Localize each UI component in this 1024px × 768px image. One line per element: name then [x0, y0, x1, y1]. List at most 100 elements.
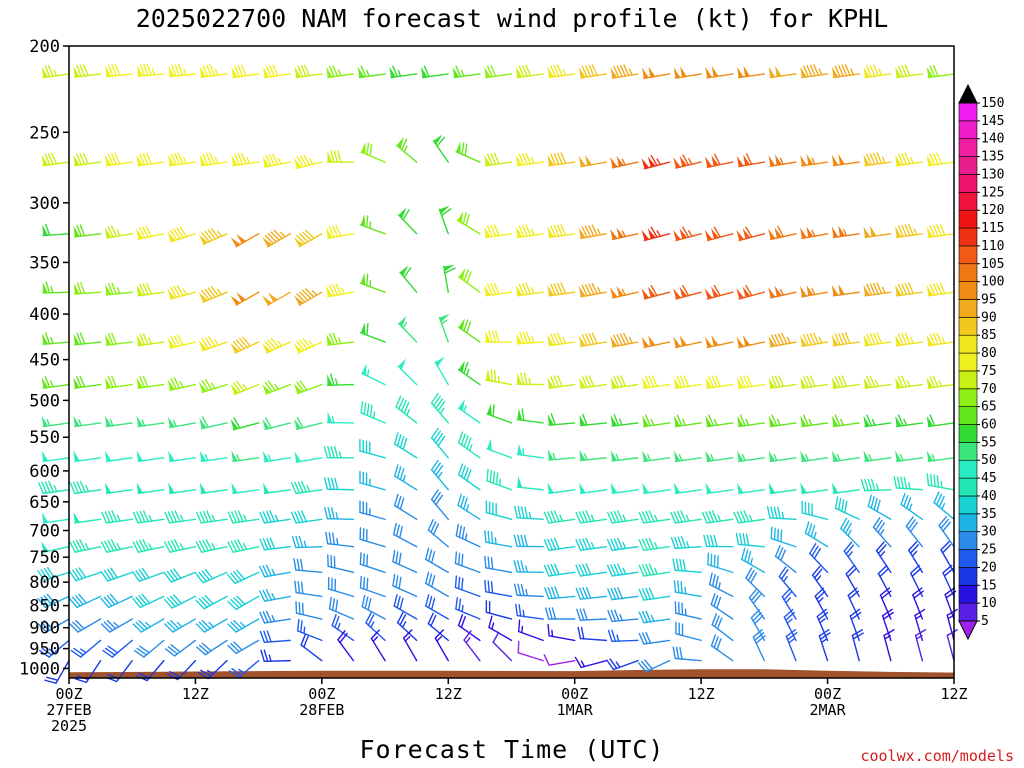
barb-half [465, 504, 470, 512]
wind-barb [486, 403, 513, 424]
barb-full [580, 626, 585, 640]
colorbar-label: 35 [981, 507, 997, 522]
barb-full [942, 543, 952, 554]
wind-barb [360, 141, 386, 163]
barb-full [430, 614, 437, 627]
barb-flag [775, 65, 782, 77]
barb-shaft [402, 637, 418, 662]
barb-full [910, 564, 920, 574]
barb-shaft [392, 585, 418, 598]
barb-flag [104, 450, 112, 462]
wind-barb [926, 152, 955, 167]
barb-full [912, 587, 923, 596]
barb-full [142, 333, 149, 345]
barb-half [141, 419, 146, 427]
barb-flag [485, 331, 491, 343]
barb-full [617, 537, 623, 550]
barb-full [877, 522, 885, 534]
barb-full [174, 64, 181, 77]
barb-full [294, 511, 301, 524]
barb-full [641, 588, 648, 601]
barb-shaft [548, 635, 576, 642]
barb-half [370, 621, 375, 629]
wind-barb [259, 610, 291, 624]
barb-full [745, 226, 753, 238]
wind-barb [818, 628, 831, 662]
barb-full [881, 608, 893, 617]
barb-full [339, 632, 348, 644]
barb-full [550, 586, 557, 599]
barb-full [231, 667, 243, 676]
barb-full [233, 619, 243, 630]
wind-barb [933, 491, 955, 520]
barb-full [264, 234, 275, 245]
barb-shaft [457, 368, 481, 386]
barb-shaft [337, 639, 355, 662]
barb-half [584, 453, 588, 461]
barb-flag [293, 418, 302, 430]
barb-flag [742, 286, 751, 298]
barb-half [552, 452, 556, 461]
wind-barb [610, 332, 639, 348]
barb-half [528, 511, 532, 520]
barb-full [37, 597, 47, 609]
colorbar-segment [958, 281, 978, 300]
wind-barb [736, 285, 766, 300]
wind-barb [228, 659, 260, 679]
barb-half [217, 230, 223, 237]
barb-half [440, 319, 448, 325]
wind-barb [41, 512, 70, 524]
wind-barb [294, 64, 323, 79]
barb-flag [517, 476, 523, 488]
wind-barb [455, 597, 481, 620]
barb-full [490, 531, 494, 545]
x-tick-label: 12Z [182, 685, 209, 703]
barb-flag [547, 377, 554, 389]
colorbar-segment [958, 567, 978, 586]
barb-full [139, 153, 146, 166]
barb-full [435, 433, 444, 444]
barb-full [936, 152, 943, 165]
barb-full [809, 543, 817, 555]
wind-barb [895, 414, 924, 428]
barb-half [463, 405, 467, 413]
wind-barb [785, 628, 798, 662]
wind-barb [41, 541, 70, 553]
barb-half [214, 68, 219, 76]
barb-full [70, 649, 82, 658]
barb-full [305, 288, 315, 298]
barb-flag [487, 438, 492, 451]
wind-barb [750, 609, 766, 642]
barb-full [262, 589, 269, 602]
barb-full [638, 539, 645, 552]
colorbar-label: 90 [981, 310, 997, 325]
barb-full [708, 376, 715, 389]
barb-shaft [328, 608, 355, 620]
wind-barb [926, 332, 955, 347]
barb-full [754, 632, 765, 641]
colorbar-segment [958, 495, 978, 515]
wind-barb [736, 335, 766, 349]
wind-barb [359, 470, 386, 491]
barb-full [774, 334, 781, 346]
wind-barb [132, 567, 165, 582]
barb-half [718, 582, 721, 590]
wind-barb [168, 482, 197, 495]
wind-barb [324, 477, 355, 491]
barb-half [621, 288, 626, 296]
barb-half [116, 514, 121, 522]
wind-barb [259, 510, 291, 524]
barb-full [901, 333, 908, 345]
barb-full [486, 153, 493, 166]
barb-flag [895, 377, 902, 389]
wind-barb [926, 65, 955, 79]
barb-half [530, 228, 535, 236]
wind-barb [198, 228, 228, 246]
terrain-layer [69, 669, 954, 678]
barb-shaft [900, 503, 924, 520]
barb-full [327, 446, 332, 459]
barb-flag [648, 335, 656, 347]
barb-full [677, 580, 680, 594]
colorbar-segment [958, 388, 978, 407]
barb-flag [168, 450, 175, 462]
